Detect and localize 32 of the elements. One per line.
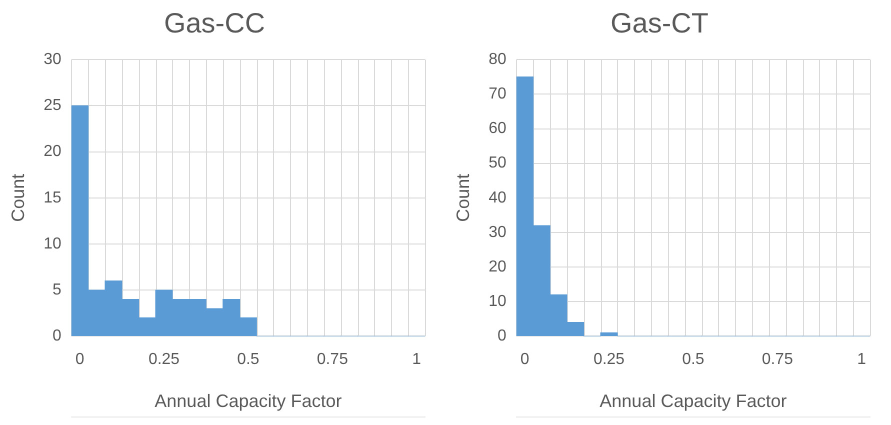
y-tick-label: 70	[488, 86, 506, 103]
x-tick-label: 1	[412, 351, 422, 368]
y-tick-label: 5	[52, 282, 62, 299]
x-tick-label: 0.25	[148, 351, 180, 368]
x-tick-label: 0.5	[237, 351, 260, 368]
y-axis-title: Count	[8, 174, 28, 222]
y-tick-label: 50	[488, 154, 506, 172]
x-tick-label: 0.5	[682, 351, 704, 368]
y-tick-label: 0	[52, 328, 62, 345]
y-tick-label: 30	[44, 51, 62, 68]
x-tick-label: 1	[857, 351, 866, 368]
chart-title: Gas-CC	[164, 8, 266, 39]
x-tick-label: 0.75	[762, 351, 794, 368]
y-tick-label: 10	[488, 293, 506, 310]
y-tick-label: 80	[488, 51, 506, 68]
x-tick-label: 0	[75, 351, 84, 368]
y-tick-label: 25	[44, 97, 62, 114]
y-tick-label: 20	[488, 258, 506, 276]
y-tick-label: 60	[488, 120, 506, 138]
x-tick-label: 0.25	[593, 351, 625, 368]
x-tick-label: 0.75	[316, 351, 348, 368]
y-tick-label: 40	[488, 189, 506, 206]
y-tick-label: 20	[44, 143, 62, 160]
y-tick-label: 0	[497, 328, 506, 345]
y-tick-label: 15	[44, 189, 62, 206]
y-tick-label: 10	[44, 235, 62, 252]
x-tick-label: 0	[520, 351, 530, 368]
y-axis-title: Count	[452, 174, 473, 222]
y-tick-label: 30	[488, 224, 506, 241]
x-axis-title: Annual Capacity Factor	[154, 391, 342, 412]
chart-title: Gas-CT	[610, 8, 708, 39]
x-axis-title: Annual Capacity Factor	[600, 391, 787, 412]
